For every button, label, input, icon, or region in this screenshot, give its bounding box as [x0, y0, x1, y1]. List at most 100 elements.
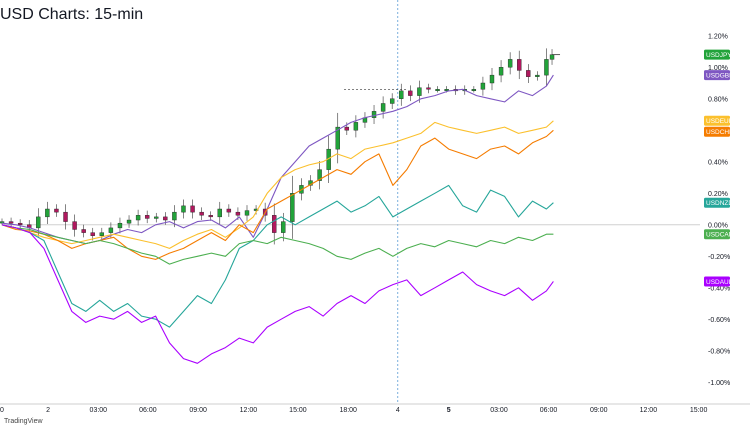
usdeur-badge: [704, 115, 730, 126]
x-tick-label: 15:00: [289, 407, 307, 414]
usdjpy-candle-6: [54, 208, 59, 213]
usdjpy-candle-7: [63, 211, 68, 222]
usdchf-line: [1, 129, 554, 260]
usdjpy-badge-label: USDJPY: [706, 52, 732, 59]
usdjpy-candle-60: [544, 59, 549, 76]
usdjpy-candle-47: [426, 87, 431, 90]
usdjpy-candle-8: [72, 221, 77, 230]
y-tick-label: -0.20%: [708, 254, 730, 261]
usdaud-badge: [704, 276, 730, 287]
usdeur-badge-label: USDEUR: [706, 118, 734, 125]
legend-badges: USDJPY USDGBP USDEUR USDCHF USDNZD USDCAD USDA…: [704, 49, 734, 287]
usdjpy-candle-48: [435, 89, 440, 92]
usdjpy-candle-20: [181, 205, 186, 213]
brand-label: TradingView: [4, 418, 43, 425]
x-tick-label: 15:00: [690, 407, 708, 414]
usdjpy-candle-4: [36, 216, 41, 229]
usdjpy-candle-26: [235, 211, 241, 216]
y-tick-label: 1.00%: [708, 65, 728, 72]
usdeur-line: [1, 120, 554, 249]
y-tick-label: -1.00%: [708, 380, 730, 387]
usdchf-badge: [704, 126, 730, 137]
usdjpy-candle-55: [498, 67, 504, 76]
x-tick-label: 06:00: [540, 407, 558, 414]
usdjpy-candle-49: [444, 89, 449, 92]
usdjpy-candle-18: [163, 216, 168, 221]
usdjpy-candle-19: [172, 211, 177, 221]
y-tick-label: 0.80%: [708, 96, 728, 103]
usdjpy-candle-0: [0, 221, 5, 224]
usdjpy-candle-9: [81, 229, 86, 233]
x-tick-label: 12:00: [240, 407, 258, 414]
y-axis: 1.20%1.00%0.80%0.60%0.40%0.20%0.00%-0.20…: [708, 33, 730, 387]
x-tick-label: 09:00: [590, 407, 608, 414]
usdjpy-candle-41: [371, 111, 377, 118]
usdjpy-candle-17: [154, 216, 159, 219]
usdjpy-candle-1: [8, 221, 14, 224]
usdjpy-candle-2: [17, 222, 23, 225]
usdjpy-candle-30: [272, 215, 277, 233]
usdjpy-candle-14: [126, 219, 132, 224]
usdgbp-badge-label: USDGBP: [706, 72, 733, 79]
y-tick-label: -0.80%: [708, 348, 730, 355]
y-tick-label: 1.20%: [708, 33, 728, 40]
usdjpy-candle-58: [526, 70, 531, 77]
usdjpy-candle-22: [199, 211, 204, 216]
usdjpy-candle-35: [317, 169, 322, 181]
y-tick-label: 0.00%: [708, 222, 728, 229]
usdchf-badge-label: USDCHF: [706, 129, 733, 136]
x-tick-label: 5: [447, 407, 451, 414]
x-tick-label: 4: [396, 407, 400, 414]
usdjpy-candle-12: [108, 227, 114, 233]
usdjpy-candle-24: [217, 208, 222, 218]
x-tick-label: 12:00: [640, 407, 658, 414]
usdjpy-candle-23: [208, 215, 213, 218]
usdjpy-badge: [704, 49, 730, 60]
usdnzd-badge-label: USDNZD: [706, 200, 733, 207]
usdjpy-candle-25: [226, 208, 232, 213]
usdjpy-candle-13: [117, 222, 123, 229]
usdjpy-candle-43: [389, 98, 395, 104]
x-tick-label: 2: [46, 407, 50, 414]
plot-area: [0, 0, 750, 405]
x-tick-label: 09:00: [189, 407, 207, 414]
usdjpy-candle-39: [353, 122, 359, 131]
usdnzd-badge: [704, 197, 730, 208]
usdjpy-candle-27: [244, 210, 250, 216]
page-title: USD Charts: 15-min: [0, 6, 144, 23]
x-tick-label: 03:00: [490, 407, 508, 414]
usdjpy-candle-54: [489, 74, 495, 84]
usdaud-line: [1, 224, 554, 364]
usdaud-badge-label: USDAUD: [706, 279, 734, 286]
usdjpy-candle-45: [408, 90, 413, 96]
y-tick-label: 0.20%: [708, 191, 728, 198]
usdjpy-candle-57: [517, 59, 522, 71]
usdjpy-candle-53: [480, 82, 486, 90]
usdjpy-candle-44: [399, 90, 404, 99]
y-tick-label: -0.60%: [708, 317, 730, 324]
usdjpy-candle-56: [507, 59, 513, 68]
x-tick-label: 18:00: [339, 407, 357, 414]
usdjpy-candle-42: [380, 103, 386, 112]
usdnzd-line: [1, 184, 554, 328]
usdjpy-candle-5: [45, 208, 50, 218]
usdjpy-candle-46: [417, 87, 422, 96]
y-tick-label: -0.40%: [708, 285, 730, 292]
usdjpy-candle-15: [135, 215, 141, 221]
x-tick-label: 0: [0, 407, 4, 414]
y-tick-label: 0.40%: [708, 159, 728, 166]
usdgbp-badge: [704, 70, 730, 81]
usdjpy-candle-16: [144, 215, 150, 219]
usdcad-badge-label: USDCAD: [706, 232, 734, 239]
usdjpy-candle-11: [99, 232, 105, 236]
usdjpy-candle-38: [344, 126, 350, 131]
usdjpy-candle-31: [281, 221, 286, 233]
usdcad-line: [1, 224, 554, 265]
x-tick-label: 06:00: [139, 407, 157, 414]
usdcad-badge: [704, 229, 730, 240]
usdjpy-candle-21: [190, 205, 195, 213]
usdjpy-candle-10: [90, 232, 95, 236]
usdjpy-candle-32: [290, 193, 295, 222]
x-tick-label: 03:00: [90, 407, 108, 414]
